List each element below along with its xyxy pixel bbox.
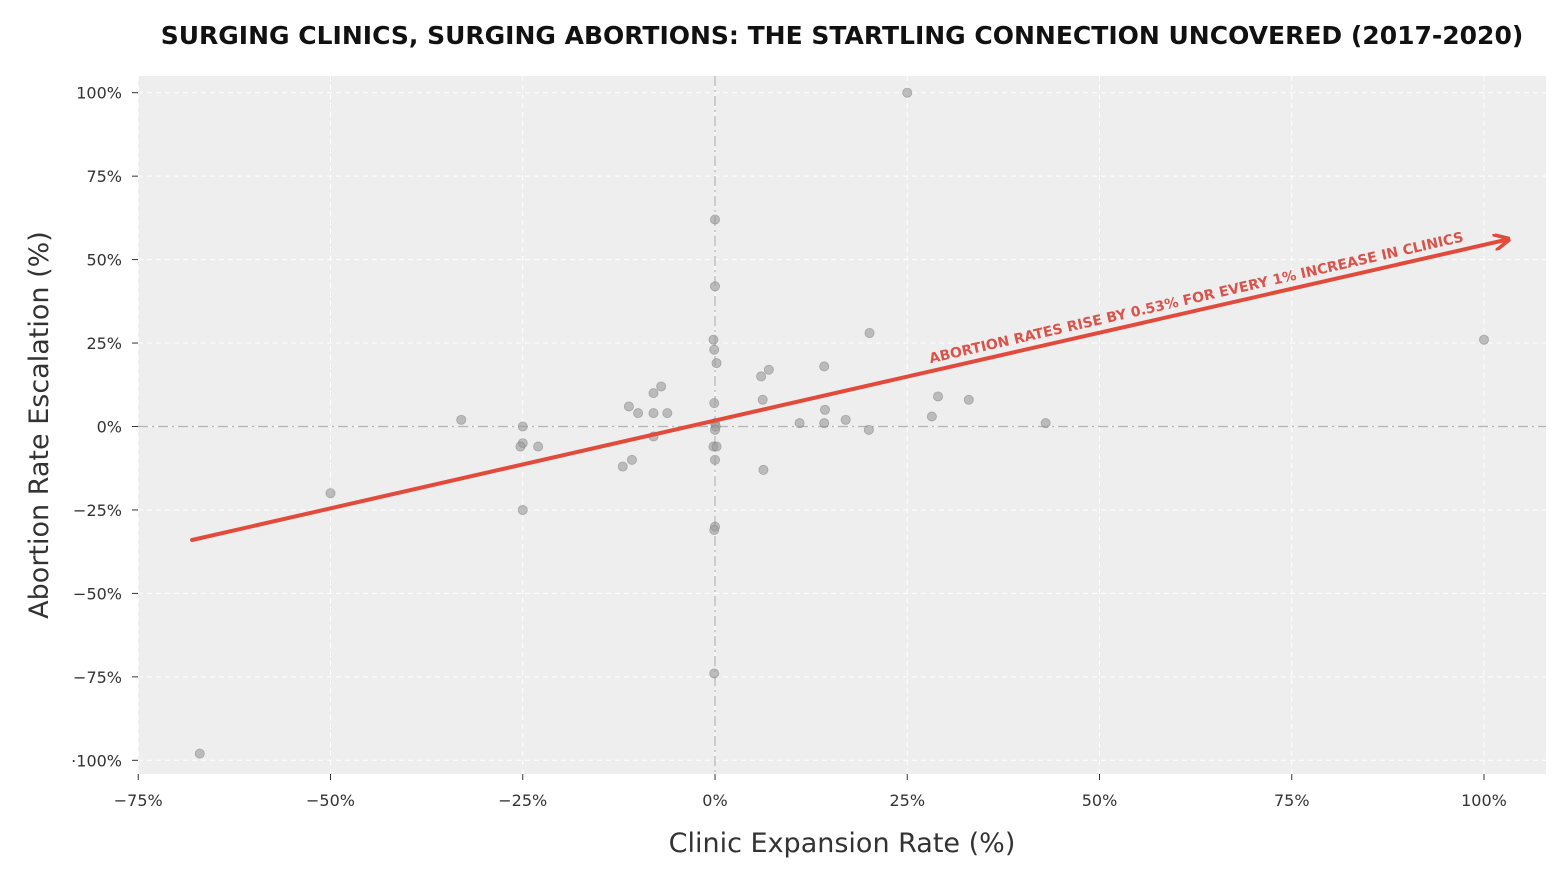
data-point [902,87,913,98]
x-tick-label: −50% [306,791,355,810]
data-point [709,398,720,409]
data-point [711,358,722,369]
data-point [456,414,467,425]
data-point [648,408,659,419]
x-tick-label: 0% [702,791,727,810]
data-point [709,524,720,535]
data-point [325,488,336,499]
x-tick-label: −25% [498,791,547,810]
data-point [757,394,768,405]
x-axis-label: Clinic Expansion Rate (%) [669,828,1016,859]
data-point [515,441,526,452]
data-point [648,388,659,399]
y-tick-label: ·100% [71,751,122,770]
x-tick-label: 100% [1461,791,1507,810]
data-point [819,361,830,372]
data-point [710,214,721,225]
data-point [623,401,634,412]
data-point [710,281,721,292]
x-tick-label: 50% [1082,791,1118,810]
y-tick-label: 50% [86,251,122,270]
x-tick-label: −75% [114,791,163,810]
data-point [863,424,874,435]
y-tick-label: −50% [73,584,122,603]
y-tick-label: −75% [73,668,122,687]
data-point [819,404,830,415]
data-points [194,87,1490,759]
y-tick-label: 0% [97,418,122,437]
data-point [926,411,937,422]
axis-ticks: −75% −50% −25% 0% 25% 50% 75% 100% 100% 75% 50% 25%… [71,84,1507,810]
x-tick-label: 25% [889,791,925,810]
data-point [517,421,528,432]
data-point [517,504,528,515]
data-point [626,454,637,465]
data-point [662,408,673,419]
y-tick-label: 25% [86,334,122,353]
data-point [708,334,719,345]
data-point [1040,418,1051,429]
data-point [656,381,667,392]
data-point [840,414,851,425]
y-tick-label: −25% [73,501,122,520]
plot-area [138,76,1546,774]
data-point [709,344,720,355]
trend-arrow [190,240,1507,542]
data-point [710,454,721,465]
data-point [710,424,721,435]
data-point [1479,334,1490,345]
data-point [794,418,805,429]
data-point [763,364,774,375]
y-tick-label: 75% [86,167,122,186]
data-point [758,464,769,475]
data-point [711,441,722,452]
data-point [533,441,544,452]
data-point [709,668,720,679]
data-point [933,391,944,402]
data-point [756,371,767,382]
data-point [617,461,628,472]
data-point [864,328,875,339]
y-tick-label: 100% [76,84,122,103]
x-tick-label: 75% [1274,791,1310,810]
chart-title: SURGING CLINICS, SURGING ABORTIONS: THE … [161,21,1524,50]
y-axis-label: Abortion Rate Escalation (%) [24,231,55,619]
data-point [633,408,644,419]
data-point [819,418,830,429]
data-point [194,748,205,759]
data-point [963,394,974,405]
